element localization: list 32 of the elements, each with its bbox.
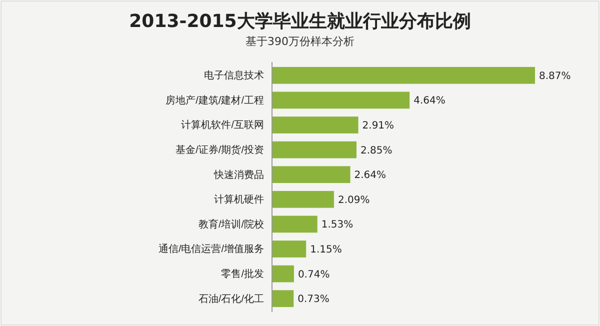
bar <box>272 240 306 258</box>
bar <box>272 190 334 208</box>
bar <box>272 66 535 84</box>
data-label: 0.74% <box>298 269 330 280</box>
bar <box>272 265 294 282</box>
data-label: 1.15% <box>310 244 342 256</box>
data-label: 2.85% <box>360 145 392 156</box>
data-label: 1.53% <box>321 220 354 231</box>
y-tick-label: 零售/批发 <box>221 268 264 280</box>
y-tick-label: 电子信息技术 <box>204 70 264 82</box>
y-tick-label: 计算机软件/互联网 <box>181 119 264 132</box>
data-label: 0.73% <box>298 294 330 306</box>
chart-title: 2013-2015大学毕业生就业行业分布比例 <box>129 11 471 32</box>
data-label: 2.64% <box>354 170 386 182</box>
data-label: 2.09% <box>338 194 370 206</box>
bar <box>272 92 410 109</box>
y-tick-label: 计算机硬件 <box>214 194 264 206</box>
bar <box>272 116 358 134</box>
bar <box>272 141 357 158</box>
bar <box>272 290 294 308</box>
bar <box>272 216 318 233</box>
y-tick-label: 快速消费品 <box>213 168 264 181</box>
y-tick-label: 石油/石化/化工 <box>198 292 264 305</box>
y-tick-label: 房地产/建筑/建材/工程 <box>166 94 264 106</box>
y-tick-label: 通信/电信运营/增值服务 <box>158 243 264 256</box>
data-label: 2.91% <box>362 120 394 132</box>
chart-subtitle: 基于390万份样本分析 <box>246 35 354 48</box>
data-label: 4.64% <box>414 96 446 107</box>
bar <box>272 166 350 184</box>
y-tick-label: 教育/培训/院校 <box>198 218 264 230</box>
data-label: 8.87% <box>539 70 571 82</box>
y-tick-label: 基金/证券/期货/投资 <box>176 144 264 156</box>
